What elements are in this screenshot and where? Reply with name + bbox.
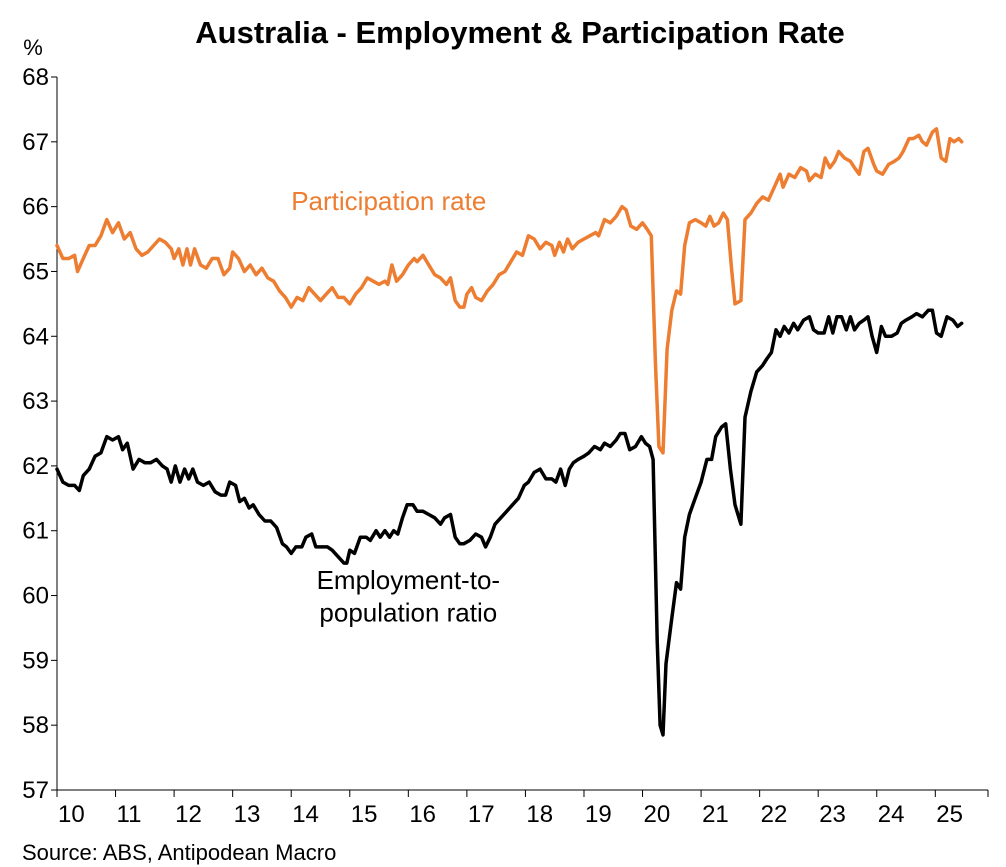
source-note: Source: ABS, Antipodean Macro [22,840,336,865]
x-tick-label: 15 [351,801,378,828]
y-tick-label: 63 [22,388,49,415]
y-tick-label: 60 [22,583,49,610]
y-tick-label: 58 [22,712,49,739]
y-tick-label: 61 [22,518,49,545]
y-tick-label: 62 [22,453,49,480]
x-tick-label: 20 [644,801,671,828]
x-tick-label: 25 [936,801,963,828]
x-tick-label: 22 [761,801,788,828]
y-tick-label: 57 [22,777,49,804]
y-tick-label: 68 [22,64,49,91]
participation-rate-line [55,127,964,455]
y-axis-unit-label: % [23,35,43,60]
x-axis: 10 11 12 13 14 15 16 17 18 19 20 21 22 23 24 25 [56,789,989,828]
x-tick-label: 16 [409,801,436,828]
x-tick-label: 10 [58,801,85,828]
annotation-label: population ratio [319,597,497,627]
x-tick-label: 23 [819,801,846,828]
x-tick-label: 12 [175,801,202,828]
chart-title: Australia - Employment & Participation R… [195,15,844,50]
employment-to-population-ratio-line [55,308,964,737]
series-lines [55,127,964,737]
x-tick-label: 14 [292,801,319,828]
y-tick-label: 66 [22,194,49,221]
y-tick-label: 67 [22,129,49,156]
x-tick-label: 19 [585,801,612,828]
x-tick-label: 17 [468,801,495,828]
y-axis: 57 58 59 60 61 62 63 64 65 66 67 68 [22,64,58,804]
x-tick-label: 18 [526,801,553,828]
x-tick-label: 11 [117,801,142,828]
y-tick-label: 64 [22,323,49,350]
annotation-label: Employment-to- [317,565,501,595]
x-tick-label: 21 [702,801,729,828]
annotation-label: Participation rate [291,186,486,216]
y-tick-label: 59 [22,647,49,674]
x-tick-label: 24 [878,801,905,828]
y-tick-label: 65 [22,258,49,285]
annotations: Participation rate Employment-to-populati… [291,186,500,628]
x-tick-label: 13 [234,801,261,828]
